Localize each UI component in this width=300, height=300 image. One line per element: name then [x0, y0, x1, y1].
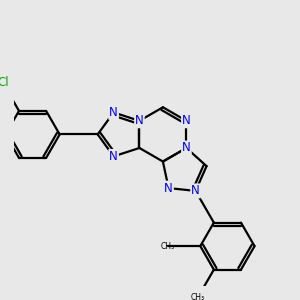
- Text: N: N: [135, 114, 144, 127]
- Text: Cl: Cl: [0, 76, 9, 89]
- Text: N: N: [191, 184, 200, 197]
- Text: CH₃: CH₃: [190, 293, 205, 300]
- Text: N: N: [182, 114, 191, 127]
- Text: N: N: [109, 150, 118, 163]
- Text: N: N: [109, 106, 118, 119]
- Text: N: N: [182, 142, 191, 154]
- Text: N: N: [164, 182, 173, 195]
- Text: CH₃: CH₃: [161, 242, 175, 250]
